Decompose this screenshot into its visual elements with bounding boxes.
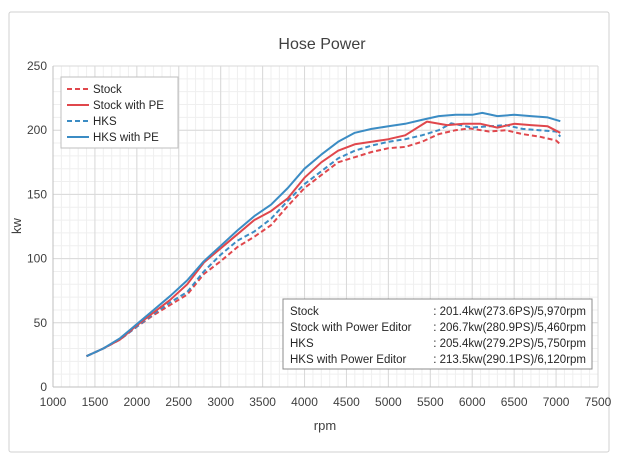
annotation-box [282, 298, 593, 370]
x-tick-label: 5000 [375, 395, 402, 409]
legend-label: HKS [93, 116, 117, 128]
series-line-hks-with-pe [86, 111, 561, 358]
annotation-label: Stock [290, 306, 319, 318]
x-axis-label: rpm [314, 418, 336, 433]
annotation-value: : 205.4kw(279.2PS)/5,750rpm [433, 338, 586, 350]
x-tick-label: 2000 [123, 395, 150, 409]
x-tick-label: 6500 [501, 395, 528, 409]
legend: Stock Stock with PE HKS HKS with PE [60, 76, 179, 149]
x-tick-label: 7500 [585, 395, 612, 409]
y-tick-label: 100 [27, 252, 47, 266]
x-tick-label: 3500 [249, 395, 276, 409]
annotation-label: Stock with Power Editor [290, 322, 412, 334]
annotation-value: : 213.5kw(290.1PS)/6,120rpm [433, 354, 586, 366]
y-tick-labels: 0 50 100 150 200 250 [27, 59, 47, 394]
x-tick-label: 4500 [333, 395, 360, 409]
chart-title: Hose Power [278, 36, 366, 53]
legend-label: Stock with PE [93, 100, 164, 112]
x-tick-label: 5500 [417, 395, 444, 409]
annotation-value: : 201.4kw(273.6PS)/5,970rpm [433, 306, 586, 318]
legend-label: Stock [93, 84, 122, 96]
x-tick-label: 4000 [291, 395, 318, 409]
x-tick-label: 6000 [459, 395, 486, 409]
x-tick-label: 1500 [82, 395, 109, 409]
peak-annotation-box: Stock : 201.4kw(273.6PS)/5,970rpm Stock wi… [282, 298, 593, 370]
annotation-label: HKS with Power Editor [290, 354, 406, 366]
x-tick-label: 7000 [543, 395, 570, 409]
annotation-value: : 206.7kw(280.9PS)/5,460rpm [433, 322, 586, 334]
series-line-stock-with-pe [86, 120, 561, 358]
annotation-label: HKS [290, 338, 314, 350]
y-tick-label: 50 [34, 316, 48, 330]
y-tick-label: 0 [40, 380, 47, 394]
series-lines [86, 111, 562, 358]
x-tick-labels: 1000 1500 2000 2500 3000 3500 4000 4500 5000 5500… [40, 395, 612, 409]
x-tick-label: 1000 [40, 395, 67, 409]
y-tick-label: 250 [27, 59, 47, 73]
legend-label: HKS with PE [93, 132, 159, 144]
y-axis-label: kw [9, 217, 24, 234]
axes [52, 66, 598, 388]
y-tick-label: 150 [27, 187, 47, 201]
y-tick-label: 200 [27, 123, 47, 137]
x-tick-label: 2500 [165, 395, 192, 409]
x-tick-label: 3000 [207, 395, 234, 409]
